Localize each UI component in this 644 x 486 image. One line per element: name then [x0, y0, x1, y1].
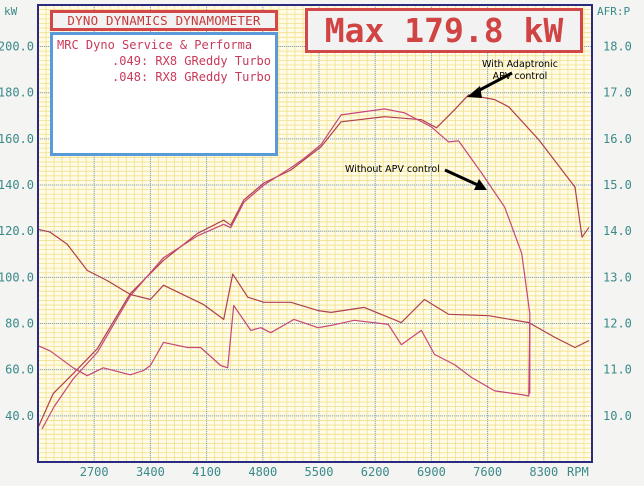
- x-tick-label: 6200: [361, 465, 390, 479]
- legend-title: MRC Dyno Service & Performa: [57, 38, 253, 52]
- tick-labels: 2700 3400 4100 4800 5500 6200 6900 7600 8300 40.0…: [0, 40, 632, 479]
- left-axis-label: kW: [4, 5, 18, 18]
- annotation-line: With Adaptronic: [482, 59, 558, 70]
- annotation-line: Without APV control: [345, 164, 440, 175]
- x-tick-label: 2700: [80, 465, 109, 479]
- x-tick-label: 5500: [305, 465, 334, 479]
- annotation-without-apv: Without APV control: [345, 164, 440, 176]
- right-tick-label: 10.0: [603, 409, 632, 423]
- plot-frame: [37, 4, 593, 463]
- x-tick-label: 4100: [192, 465, 221, 479]
- left-tick-label: 160.0: [0, 132, 34, 146]
- right-tick-label: 18.0: [603, 40, 632, 54]
- series-line-afr-048: [37, 304, 531, 397]
- x-axis-label: RPM: [567, 465, 589, 479]
- series-line-power-048: [41, 108, 531, 430]
- x-tick-label: 3400: [136, 465, 165, 479]
- x-tick-label: 8300: [529, 465, 558, 479]
- x-tick-label: 4800: [248, 465, 277, 479]
- arrow-without-apv: [444, 168, 481, 188]
- left-tick-label: 140.0: [0, 178, 34, 192]
- right-tick-label: 16.0: [603, 132, 632, 146]
- left-tick-label: 120.0: [0, 224, 34, 238]
- right-tick-label: 11.0: [603, 363, 632, 377]
- right-axis-label: AFR:P: [597, 5, 630, 18]
- header-text: DYNO DYNAMICS DYNAMOMETER: [67, 13, 261, 28]
- arrowhead-with-apv: [467, 86, 482, 98]
- arrowhead-without-apv: [474, 179, 487, 190]
- x-tick-label: 7600: [473, 465, 502, 479]
- max-power-text: Max 179.8 kW: [324, 11, 564, 50]
- legend-entry-048: .048: RX8 GReddy Turbo: [112, 70, 271, 84]
- right-tick-label: 12.0: [603, 317, 632, 331]
- right-tick-label: 14.0: [603, 224, 632, 238]
- legend-entry-049: .049: RX8 GReddy Turbo: [112, 54, 271, 68]
- right-tick-label: 15.0: [603, 178, 632, 192]
- annotation-arrows: [444, 71, 513, 190]
- series-lines: [37, 94, 590, 430]
- left-tick-label: 40.0: [5, 409, 34, 423]
- legend-box: MRC Dyno Service & Performa .049: RX8 GR…: [50, 32, 278, 156]
- annotation-with-apv: With Adaptronic APV control: [482, 59, 558, 83]
- left-tick-label: 60.0: [5, 363, 34, 377]
- left-tick-label: 180.0: [0, 86, 34, 100]
- left-tick-label: 200.0: [0, 40, 34, 54]
- max-power-box: Max 179.8 kW: [305, 8, 583, 53]
- x-tick-label: 6900: [417, 465, 446, 479]
- series-line-afr-049: [37, 228, 590, 349]
- dyno-header-box: DYNO DYNAMICS DYNAMOMETER: [50, 10, 278, 31]
- annotation-line: APV control: [492, 71, 548, 82]
- left-tick-label: 100.0: [0, 270, 34, 284]
- right-tick-label: 17.0: [603, 86, 632, 100]
- left-tick-label: 80.0: [5, 317, 34, 331]
- series-line-power-049: [37, 94, 590, 429]
- right-tick-label: 13.0: [603, 270, 632, 284]
- grid: [37, 4, 593, 463]
